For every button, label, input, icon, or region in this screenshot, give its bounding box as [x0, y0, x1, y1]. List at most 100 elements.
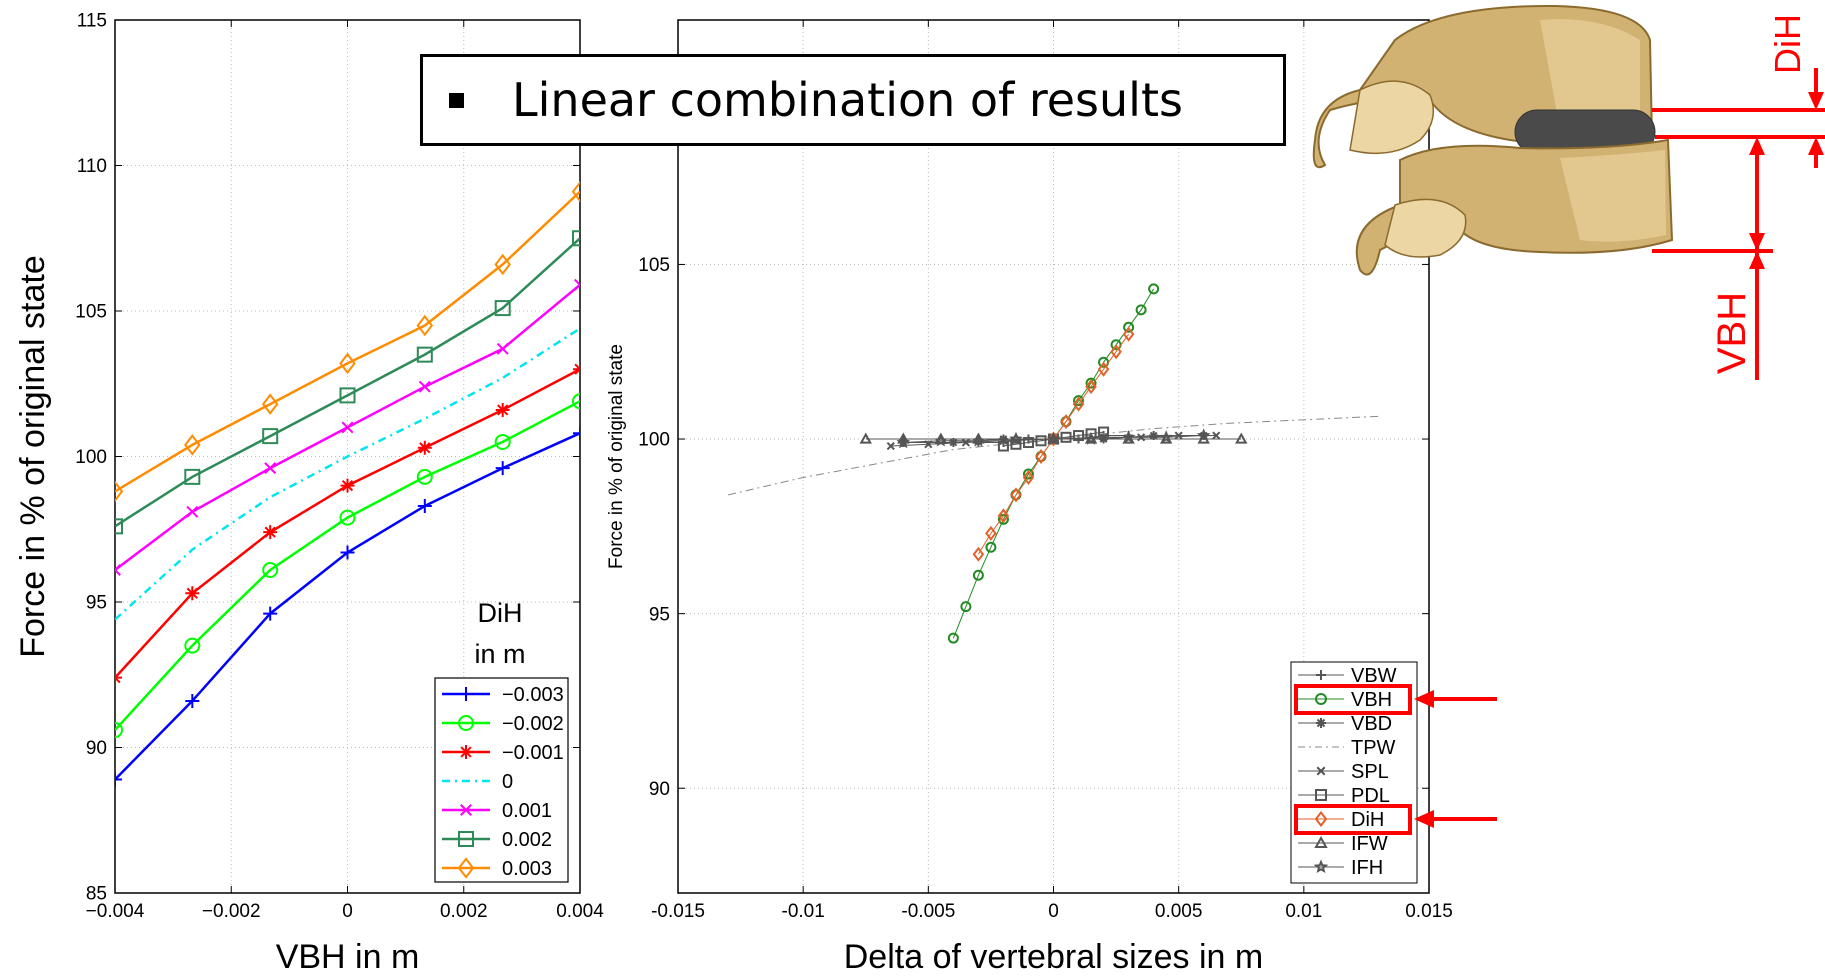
data-point	[1149, 431, 1159, 441]
y-tick-label: 100	[75, 447, 107, 468]
legend-marker	[1315, 693, 1327, 705]
legend-marker	[1313, 859, 1329, 874]
series-5	[115, 230, 580, 535]
legend-label: −0.001	[502, 742, 564, 764]
data-point	[184, 468, 201, 485]
data-point	[972, 546, 985, 562]
right-chart: -0.015 -0.01 -0.005 0 0.005 0.01 0.015 90 95 100 1…	[606, 19, 1497, 976]
legend-entry: TPW	[1298, 737, 1396, 759]
legend-marker	[459, 687, 473, 701]
y-tick-label: 90	[86, 738, 107, 759]
data-point	[960, 601, 972, 613]
data-point	[1098, 426, 1110, 438]
series-line	[115, 237, 580, 528]
data-point	[947, 632, 959, 644]
legend-marker	[1315, 789, 1327, 801]
data-point	[496, 342, 509, 355]
x-tick-label: −0.004	[86, 901, 145, 922]
data-point	[494, 300, 511, 317]
data-point	[572, 393, 580, 410]
legend-entry: 0	[442, 771, 513, 793]
data-point	[1084, 431, 1098, 445]
legend-label: IFW	[1351, 833, 1388, 855]
legend-title: DiH	[478, 598, 523, 628]
data-point	[340, 478, 355, 493]
banner-text: Linear combination of results	[512, 73, 1183, 127]
x-tick-label: 0.004	[556, 901, 604, 922]
legend-label: VBW	[1351, 665, 1397, 687]
x-tick-label: 0.015	[1405, 901, 1453, 922]
legend-title: in m	[474, 639, 525, 669]
legend-label: SPL	[1351, 761, 1389, 783]
data-point	[416, 314, 434, 337]
data-point	[934, 433, 948, 447]
x-tick-label: 0	[1048, 901, 1059, 922]
legend-entry: VBH	[1298, 689, 1392, 711]
legend-label: VBH	[1351, 689, 1392, 711]
data-point	[115, 722, 123, 739]
data-point	[1212, 431, 1221, 440]
data-point	[417, 498, 432, 513]
series-3	[115, 327, 580, 621]
series-8	[896, 428, 1211, 449]
lower-vertebra	[1355, 138, 1674, 276]
data-point	[859, 432, 872, 444]
dih-arrow-head	[1808, 92, 1824, 110]
data-point	[1035, 435, 1047, 447]
data-point	[997, 513, 1009, 525]
data-point	[416, 468, 433, 485]
data-point	[997, 440, 1009, 452]
data-point	[572, 230, 580, 247]
data-point	[185, 693, 200, 708]
data-point	[1010, 438, 1022, 450]
legend-marker	[458, 831, 474, 847]
data-point	[961, 438, 970, 447]
legend-entry: VBD	[1298, 713, 1392, 735]
series-4	[115, 278, 580, 576]
y-tick-label: 95	[649, 604, 670, 625]
data-point	[1022, 468, 1034, 480]
data-point	[896, 435, 911, 449]
series-0	[115, 426, 580, 787]
data-point	[263, 525, 278, 540]
data-point	[494, 253, 511, 276]
pointer-arrow-head	[1414, 810, 1434, 828]
legend-label: 0.002	[502, 829, 552, 851]
data-point	[417, 440, 432, 455]
x-tick-label: 0.01	[1285, 901, 1322, 922]
upper-process	[1349, 80, 1435, 155]
y-tick-label: 105	[638, 255, 670, 276]
legend-marker	[1316, 766, 1326, 776]
legend-entry: DiH	[1298, 809, 1384, 831]
legend-label: DiH	[1351, 809, 1384, 831]
data-point	[263, 606, 278, 621]
series-layer	[115, 180, 580, 787]
legend-marker	[1314, 835, 1328, 848]
legend-entry: PDL	[1298, 785, 1390, 807]
data-point	[897, 432, 910, 444]
series-2	[115, 362, 580, 685]
data-point	[573, 362, 580, 377]
legend-marker	[460, 804, 472, 816]
data-point	[494, 433, 511, 450]
data-point	[264, 462, 277, 475]
data-point	[1135, 304, 1147, 316]
data-point	[115, 518, 123, 535]
data-point	[1196, 428, 1211, 442]
legend-box	[434, 677, 569, 883]
data-point	[340, 545, 355, 560]
series-1	[115, 393, 580, 739]
data-point	[1060, 431, 1072, 443]
data-point	[115, 564, 121, 576]
series-line	[903, 435, 1204, 443]
y-tick-label: 110	[77, 156, 107, 177]
data-point	[262, 428, 279, 445]
y-tick-label: 115	[77, 11, 107, 32]
legend-label: PDL	[1351, 785, 1390, 807]
x-axis-label: Delta of vertebral sizes in m	[844, 938, 1264, 976]
highlight-box	[1294, 684, 1412, 715]
legend-marker	[1316, 670, 1326, 680]
data-point	[1046, 431, 1061, 445]
legend-entry: 0.001	[442, 800, 552, 822]
